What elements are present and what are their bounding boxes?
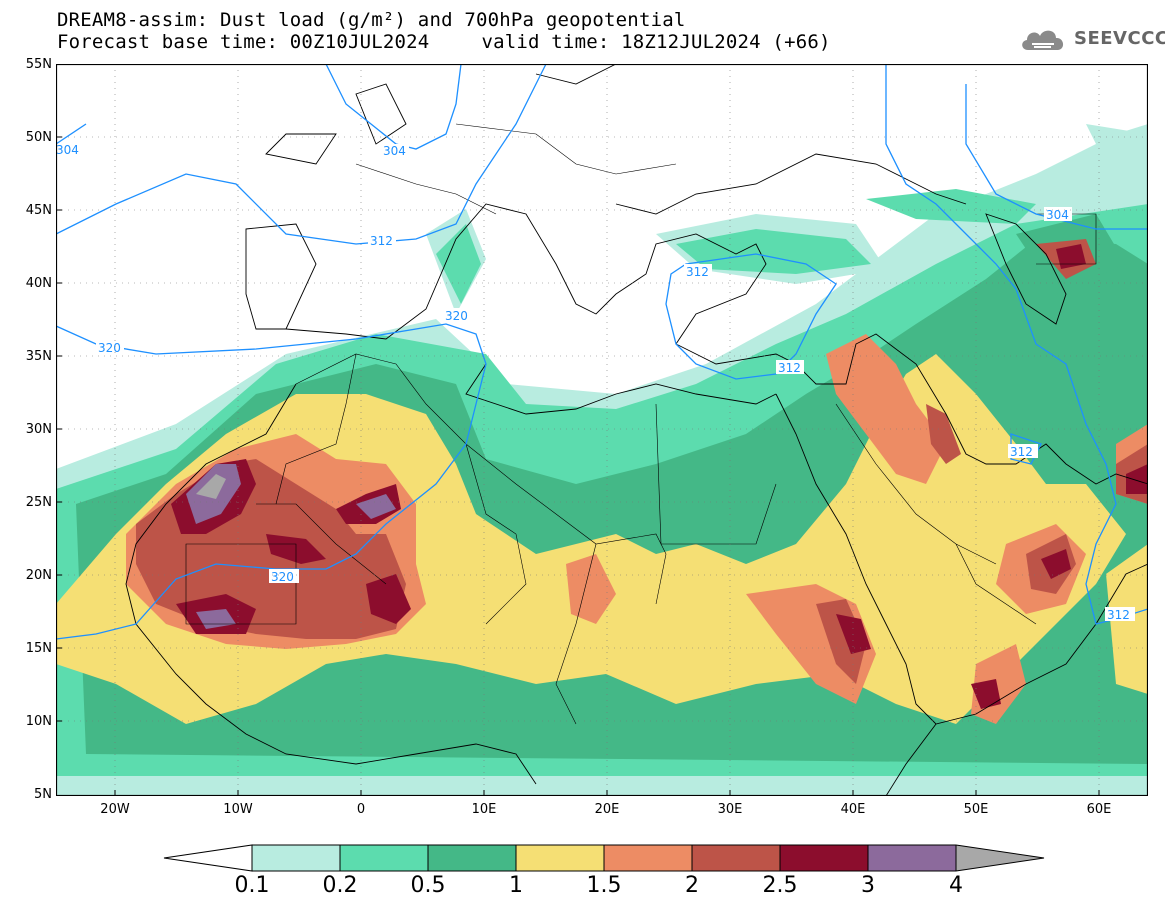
contour-label: 320 <box>271 570 294 584</box>
lat-label: 35N <box>25 349 52 364</box>
colorbar-swatch <box>340 845 428 871</box>
lat-label: 10N <box>25 714 52 729</box>
cloud-icon <box>1022 30 1064 50</box>
lat-label: 55N <box>25 57 52 72</box>
lon-label: 10W <box>223 802 253 817</box>
lat-label: 15N <box>25 641 52 656</box>
colorbar-label: 0.2 <box>322 873 358 898</box>
lon-label: 40E <box>840 802 866 817</box>
contour-label: 320 <box>98 341 121 355</box>
coastlines <box>125 64 1148 796</box>
map-title: DREAM8-assim: Dust load (g/m²) and 700hP… <box>57 9 686 31</box>
lon-label: 10E <box>471 802 497 817</box>
valid-time: valid time: 18Z12JUL2024 (+66) <box>481 31 831 53</box>
contour-label: 312 <box>686 265 709 279</box>
graticule <box>56 64 1148 796</box>
colorbar-swatch <box>780 845 868 871</box>
lon-label: 50E <box>963 802 989 817</box>
lat-label: 25N <box>25 495 52 510</box>
contour-label: 304 <box>56 143 79 157</box>
colorbar-label: 2.5 <box>762 873 798 898</box>
lat-label: 40N <box>25 276 52 291</box>
lon-label: 30E <box>717 802 743 817</box>
lat-label: 45N <box>25 203 52 218</box>
colorbar-swatch <box>428 845 516 871</box>
contour-label: 304 <box>383 144 406 158</box>
colorbar-svg <box>163 844 1045 872</box>
contour-label: 312 <box>1010 445 1033 459</box>
colorbar-label: 2 <box>685 873 699 898</box>
lon-label: 60E <box>1086 802 1112 817</box>
colorbar-label: 1 <box>509 873 523 898</box>
contour-label: 312 <box>370 234 393 248</box>
contour-label: 304 <box>1046 208 1069 222</box>
colorbar-swatch <box>868 845 956 871</box>
seevccc-logo: SEEVCCC <box>1018 24 1165 60</box>
colorbar-swatch <box>956 845 1044 871</box>
lat-label: 5N <box>34 787 52 802</box>
contour-label: 320 <box>445 309 468 323</box>
colorbar-label: 3 <box>861 873 875 898</box>
lon-label: 20W <box>100 802 130 817</box>
borders <box>185 123 1097 725</box>
map-plot: 304 312 320 320 320 312 312 312 304 312 … <box>55 63 1149 797</box>
colorbar-swatch <box>692 845 780 871</box>
contour-label: 312 <box>778 361 801 375</box>
colorbar-swatch <box>516 845 604 871</box>
colorbar-label: 0.1 <box>234 873 270 898</box>
map-subtitle: Forecast base time: 00Z10JUL2024 valid ti… <box>57 31 831 53</box>
colorbar-label: 1.5 <box>586 873 622 898</box>
lat-label: 30N <box>25 422 52 437</box>
contour-label: 312 <box>1107 608 1130 622</box>
lat-label: 20N <box>25 568 52 583</box>
base-time: Forecast base time: 00Z10JUL2024 <box>57 31 430 53</box>
colorbar-label: 0.5 <box>410 873 446 898</box>
lon-label: 20E <box>594 802 620 817</box>
dust-load-map: 304 312 320 320 320 312 312 312 304 312 … <box>55 63 1149 797</box>
logo-text: SEEVCCC <box>1074 28 1165 49</box>
colorbar-swatch <box>252 845 340 871</box>
lat-label: 50N <box>25 130 52 145</box>
colorbar <box>160 843 1050 873</box>
colorbar-swatch <box>604 845 692 871</box>
lon-label: 0 <box>356 802 366 817</box>
colorbar-label: 4 <box>949 873 963 898</box>
dust-level-4 <box>196 474 226 499</box>
